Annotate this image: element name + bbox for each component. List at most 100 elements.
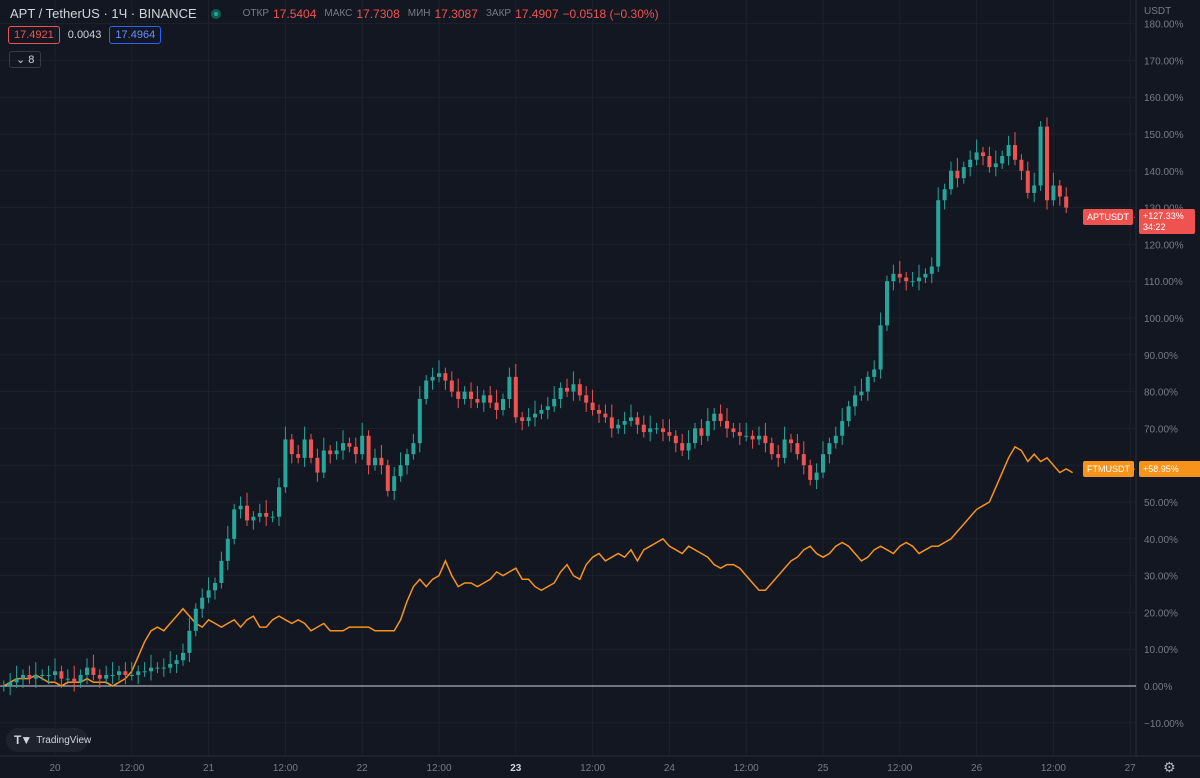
indicators-toggle-button[interactable]: ⌄ 8	[9, 51, 42, 68]
apt-candle-body	[891, 273, 896, 282]
apt-candle-body	[833, 435, 838, 444]
apt-candle-body	[699, 428, 704, 436]
apt-candle-body	[328, 450, 333, 455]
apt-candle-body	[936, 200, 941, 267]
apt-candle-body	[1013, 145, 1017, 160]
y-tick-label: 20.00%	[1144, 608, 1178, 619]
ftm-series-value-badge: +58.95%	[1139, 461, 1200, 477]
apt-candle-body	[859, 391, 864, 396]
apt-candle-body	[379, 457, 384, 466]
apt-candle-body	[501, 398, 505, 410]
apt-candle-body	[603, 413, 608, 418]
apt-candle-body	[533, 413, 537, 418]
buy-price-button[interactable]: 17.4964	[109, 26, 162, 44]
apt-candle-body	[789, 439, 793, 444]
apt-candle-body	[437, 373, 441, 377]
apt-candle-body	[315, 457, 320, 473]
apt-candle-body	[1064, 196, 1069, 208]
apt-candle-body	[200, 597, 205, 609]
apt-candle-body	[942, 189, 947, 201]
apt-candle-body	[417, 398, 422, 444]
y-tick-label: 70.00%	[1144, 424, 1178, 435]
apt-candle-body	[1032, 185, 1037, 193]
apt-candle-body	[571, 384, 576, 392]
apt-candle-body	[46, 674, 51, 676]
apt-candle-body	[961, 167, 966, 179]
change-value: −0.0518 (−0.30%)	[562, 6, 659, 21]
apt-candle-body	[475, 398, 480, 403]
apt-candle-body	[353, 446, 358, 455]
apt-candle-body	[59, 671, 64, 679]
apt-candle-body	[731, 428, 736, 433]
x-tick-label: 22	[357, 763, 369, 774]
apt-candle-body	[110, 674, 115, 676]
y-tick-label: 50.00%	[1144, 498, 1178, 509]
y-tick-label: 10.00%	[1144, 645, 1178, 656]
spread-value: 0.0043	[67, 29, 102, 41]
apt-candle-body	[443, 373, 448, 381]
apt-candle-body	[577, 384, 582, 396]
apt-candle-body	[545, 406, 550, 410]
close-value: 17.4907	[515, 6, 559, 21]
apt-candle-body	[904, 277, 909, 282]
y-tick-label: 0.00%	[1144, 682, 1172, 693]
y-axis-pane	[1136, 0, 1200, 778]
y-tick-label: 150.00%	[1144, 130, 1184, 141]
apt-candle-body	[168, 663, 173, 668]
apt-candle-body	[213, 582, 217, 591]
apt-candle-body	[449, 380, 454, 392]
gear-icon[interactable]: ⚙	[1163, 759, 1176, 775]
apt-candle-body	[277, 487, 281, 517]
apt-candle-body	[385, 465, 390, 491]
apt-candle-body	[347, 443, 352, 447]
indicator-count: 8	[28, 54, 35, 66]
apt-candle-body	[238, 505, 243, 510]
apt-candle-body	[718, 413, 723, 422]
apt-candle-body	[910, 281, 915, 283]
apt-candle-body	[283, 439, 288, 488]
chevron-down-icon: ⌄	[16, 54, 26, 66]
apt-candle-body	[507, 376, 512, 399]
apt-candle-body	[187, 630, 192, 653]
apt-candle-body	[635, 417, 640, 425]
x-tick-label: 23	[510, 763, 522, 774]
apt-candle-body	[1006, 145, 1011, 157]
high-value: 17.7308	[356, 6, 400, 21]
apt-timer: 34:22	[1143, 222, 1166, 232]
market-status-icon	[210, 8, 221, 19]
apt-candle-body	[629, 417, 633, 422]
apt-candle-body	[1051, 185, 1056, 201]
apt-candle-body	[366, 435, 371, 466]
apt-candle-body	[341, 443, 345, 451]
apt-candle-body	[929, 266, 934, 274]
apt-candle-body	[174, 660, 179, 664]
y-tick-label: 40.00%	[1144, 535, 1178, 546]
symbol-title[interactable]: APT / TetherUS · 1Ч · BINANCE	[10, 6, 197, 21]
tradingview-logo[interactable]: T▼ TradingView	[6, 728, 91, 752]
y-tick-label: 80.00%	[1144, 388, 1178, 399]
apt-candle-body	[206, 590, 211, 598]
apt-candle-body	[289, 439, 294, 455]
apt-candle-body	[993, 163, 998, 168]
x-tick-label: 20	[49, 763, 61, 774]
x-tick-label: 12:00	[426, 763, 451, 774]
y-tick-label: 170.00%	[1144, 56, 1184, 67]
apt-candle-body	[955, 170, 960, 179]
ftm-series-name-badge: FTMUSDT	[1083, 461, 1134, 477]
apt-value: +127.33%	[1143, 211, 1184, 221]
apt-candle-body	[33, 674, 38, 679]
y-tick-label: 100.00%	[1144, 314, 1184, 325]
apt-candle-body	[757, 435, 761, 440]
sell-price-button[interactable]: 17.4921	[8, 26, 60, 44]
apt-candle-body	[744, 435, 749, 437]
apt-candle-body	[27, 674, 32, 679]
y-tick-label: 180.00%	[1144, 20, 1184, 31]
apt-candle-body	[264, 513, 269, 517]
apt-candle-body	[65, 678, 70, 680]
y-axis-unit[interactable]: USDT	[1144, 6, 1172, 17]
apt-candle-body	[430, 376, 435, 381]
apt-candle-body	[129, 674, 134, 676]
apt-candle-body	[750, 435, 755, 440]
apt-candle-body	[840, 421, 845, 436]
